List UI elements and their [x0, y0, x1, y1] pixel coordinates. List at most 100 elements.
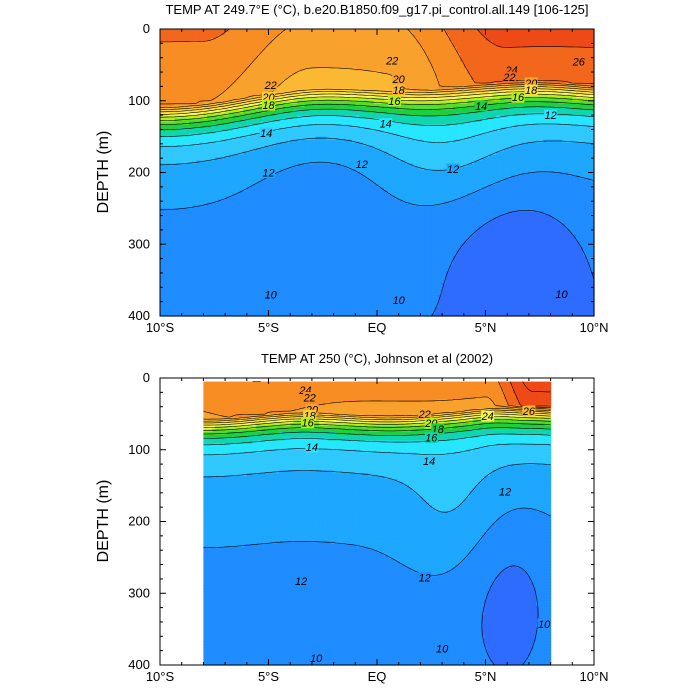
- contour-fill-cell: [326, 97, 331, 102]
- contour-fill-cell: [460, 31, 465, 36]
- contour-fill-cell: [561, 127, 566, 132]
- contour-fill-cell: [311, 103, 317, 108]
- contour-fill-cell: [590, 34, 595, 39]
- contour-fill-cell: [160, 121, 165, 126]
- contour-fill-cell: [322, 109, 327, 114]
- contour-fill-cell: [297, 40, 302, 45]
- contour-fill-cell: [449, 40, 454, 45]
- contour-fill-cell: [178, 40, 183, 45]
- contour-fill-cell: [181, 79, 186, 84]
- contour-fill-cell: [174, 97, 179, 102]
- contour-fill-cell: [463, 61, 469, 66]
- contour-fill-cell: [565, 115, 570, 120]
- contour-fill-cell: [557, 76, 563, 81]
- contour-fill-cell: [499, 103, 505, 108]
- contour-fill-cell: [420, 29, 425, 33]
- contour-fill-cell: [192, 118, 197, 123]
- contour-fill-cell: [228, 112, 233, 117]
- contour-fill-cell: [496, 88, 501, 93]
- contour-fill-cell: [471, 121, 476, 126]
- contour-fill-cell: [311, 97, 317, 102]
- contour-fill-cell: [337, 34, 342, 39]
- contour-fill-cell: [583, 118, 588, 123]
- contour-fill-cell: [398, 52, 403, 57]
- contour-fill-cell: [207, 58, 212, 63]
- contour-fill-cell: [438, 85, 443, 90]
- contour-fill-cell: [489, 127, 494, 132]
- contour-fill-cell: [170, 112, 176, 117]
- contour-fill-cell: [163, 91, 168, 96]
- contour-fill-cell: [279, 37, 284, 42]
- contour-fill-cell: [286, 43, 291, 48]
- contour-fill-cell: [369, 64, 374, 69]
- contour-fill-cell: [185, 61, 190, 66]
- contour-fill-cell: [539, 79, 544, 84]
- contour-fill-cell: [217, 127, 223, 132]
- contour-fill-cell: [275, 70, 280, 75]
- contour-fill-cell: [546, 29, 552, 33]
- contour-fill-cell: [261, 118, 266, 123]
- contour-fill-cell: [456, 97, 461, 102]
- contour-fill-cell: [250, 70, 255, 75]
- contour-fill-cell: [337, 109, 342, 114]
- contour-fill-cell: [467, 58, 472, 63]
- contour-fill-cell: [362, 40, 367, 45]
- contour-fill-cell: [431, 127, 436, 132]
- contour-fill-cell: [304, 103, 309, 108]
- contour-fill-cell: [293, 97, 299, 102]
- contour-fill-cell: [214, 112, 219, 117]
- contour-fill-cell: [528, 49, 534, 54]
- contour-fill-cell: [163, 124, 168, 129]
- contour-fill-cell: [268, 70, 273, 75]
- contour-fill-cell: [442, 58, 447, 63]
- contour-fill-cell: [188, 49, 194, 54]
- contour-fill-cell: [301, 43, 306, 48]
- contour-fill-cell: [369, 52, 374, 57]
- contour-fill-cell: [188, 103, 194, 108]
- contour-fill-cell: [413, 67, 418, 72]
- contour-fill-cell: [536, 58, 541, 63]
- contour-fill-cell: [261, 82, 266, 87]
- contour-fill-cell: [532, 64, 537, 69]
- contour-fill-cell: [192, 121, 197, 126]
- contour-fill-cell: [387, 115, 393, 120]
- contour-fill-cell: [225, 43, 230, 48]
- contour-fill-cell: [550, 70, 555, 75]
- contour-fill-cell: [474, 43, 479, 48]
- contour-fill-cell: [590, 94, 595, 99]
- contour-fill-cell: [279, 34, 284, 39]
- contour-fill-cell: [467, 91, 472, 96]
- contour-fill-cell: [351, 58, 356, 63]
- contour-fill-cell: [333, 64, 338, 69]
- contour-fill-cell: [543, 103, 548, 108]
- contour-fill-cell: [301, 82, 306, 87]
- contour-fill-cell: [478, 52, 483, 57]
- contour-fill-cell: [333, 88, 338, 93]
- contour-fill-cell: [192, 127, 197, 132]
- contour-fill-cell: [293, 29, 299, 33]
- contour-fill-cell: [217, 103, 223, 108]
- contour-fill-cell: [235, 52, 241, 57]
- contour-fill-cell: [452, 58, 458, 63]
- contour-fill-cell: [185, 85, 190, 90]
- contour-fill-cell: [420, 79, 425, 84]
- contour-fill-cell: [503, 40, 508, 45]
- contour-fill-cell: [192, 97, 197, 102]
- contour-fill-cell: [543, 100, 548, 105]
- contour-fill-cell: [351, 100, 356, 105]
- contour-fill-cell: [510, 118, 516, 123]
- contour-fill-cell: [315, 85, 320, 90]
- contour-fill-cell: [351, 55, 356, 60]
- contour-fill-cell: [583, 37, 588, 42]
- contour-fill-cell: [250, 88, 255, 93]
- contour-fill-cell: [250, 97, 255, 102]
- contour-fill-cell: [308, 100, 313, 105]
- contour-fill-cell: [304, 82, 309, 87]
- contour-fill-cell: [268, 34, 273, 39]
- contour-fill-cell: [579, 88, 584, 93]
- contour-fill-cell: [420, 49, 425, 54]
- contour-fill-cell: [311, 55, 317, 60]
- contour-fill-cell: [474, 52, 479, 57]
- contour-fill-cell: [387, 46, 393, 51]
- contour-fill-cell: [214, 82, 219, 87]
